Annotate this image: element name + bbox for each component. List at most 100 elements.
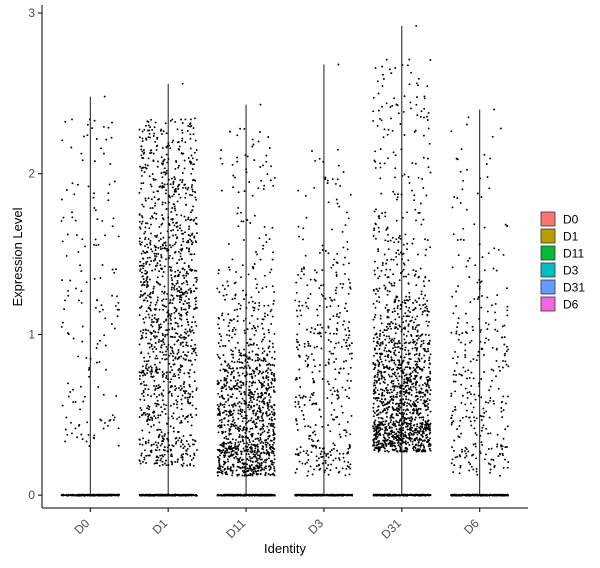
data-point bbox=[84, 245, 87, 248]
data-point bbox=[170, 392, 173, 395]
data-point bbox=[157, 252, 160, 255]
data-point bbox=[74, 427, 77, 430]
data-point bbox=[176, 460, 179, 463]
data-point bbox=[346, 395, 348, 398]
data-point bbox=[144, 367, 147, 370]
data-point bbox=[196, 278, 198, 281]
data-point bbox=[257, 291, 260, 294]
data-point bbox=[165, 404, 168, 407]
data-point bbox=[402, 268, 405, 271]
data-point bbox=[158, 225, 161, 228]
data-point bbox=[185, 344, 188, 347]
data-point bbox=[184, 141, 187, 144]
data-point bbox=[221, 451, 224, 454]
data-point bbox=[415, 431, 417, 434]
data-point bbox=[179, 368, 182, 371]
data-point bbox=[251, 474, 254, 477]
data-point bbox=[171, 355, 174, 358]
data-point bbox=[390, 426, 393, 429]
data-point bbox=[170, 276, 173, 279]
data-point bbox=[163, 291, 166, 293]
data-point bbox=[239, 428, 242, 431]
data-point bbox=[329, 450, 332, 453]
data-point bbox=[164, 244, 167, 247]
data-point bbox=[229, 428, 232, 431]
data-point bbox=[407, 342, 410, 345]
data-point bbox=[261, 431, 264, 434]
data-point bbox=[161, 437, 164, 440]
data-point bbox=[79, 264, 82, 267]
data-point bbox=[315, 465, 318, 468]
data-point bbox=[312, 391, 315, 394]
data-point bbox=[373, 326, 376, 329]
data-point bbox=[225, 388, 228, 391]
data-point bbox=[113, 327, 116, 330]
data-point bbox=[113, 180, 116, 183]
data-point bbox=[313, 332, 316, 335]
data-point bbox=[258, 400, 261, 403]
data-point bbox=[140, 145, 143, 148]
data-point bbox=[174, 357, 177, 360]
data-point bbox=[163, 453, 166, 456]
data-point bbox=[252, 421, 255, 424]
data-point bbox=[250, 447, 253, 449]
data-point bbox=[314, 328, 317, 331]
data-point bbox=[419, 425, 422, 428]
data-point bbox=[263, 336, 266, 339]
data-point bbox=[253, 370, 256, 373]
data-point bbox=[156, 165, 159, 168]
data-point bbox=[162, 389, 165, 392]
data-point bbox=[194, 297, 197, 300]
data-point bbox=[267, 347, 270, 350]
data-point bbox=[169, 147, 172, 150]
data-point bbox=[405, 425, 407, 428]
data-point bbox=[222, 448, 225, 451]
data-point bbox=[294, 401, 297, 403]
data-point bbox=[171, 444, 174, 447]
data-point bbox=[263, 304, 266, 307]
data-point bbox=[142, 371, 145, 374]
data-point bbox=[392, 368, 395, 370]
data-point bbox=[221, 312, 224, 315]
data-point bbox=[157, 414, 160, 417]
data-point bbox=[144, 197, 147, 200]
data-point bbox=[139, 407, 142, 409]
data-point bbox=[144, 230, 147, 233]
data-point bbox=[266, 404, 269, 407]
data-point bbox=[193, 290, 195, 293]
data-point bbox=[241, 411, 243, 414]
data-point bbox=[192, 457, 195, 460]
data-point bbox=[174, 178, 176, 181]
data-point bbox=[253, 159, 256, 162]
data-point bbox=[92, 196, 95, 199]
data-point bbox=[252, 306, 255, 309]
data-point bbox=[85, 356, 88, 359]
data-point bbox=[225, 369, 228, 372]
data-point bbox=[267, 367, 270, 370]
data-point bbox=[272, 251, 275, 254]
data-point bbox=[383, 378, 386, 381]
data-point bbox=[295, 468, 298, 470]
data-point bbox=[307, 454, 310, 457]
data-point bbox=[147, 342, 150, 345]
data-point bbox=[170, 246, 173, 249]
data-point bbox=[251, 421, 254, 424]
data-point bbox=[145, 272, 148, 275]
data-point bbox=[311, 473, 314, 476]
data-point bbox=[238, 457, 241, 460]
data-point bbox=[248, 181, 251, 183]
data-point bbox=[240, 220, 243, 223]
data-point bbox=[259, 455, 262, 458]
data-point bbox=[227, 399, 230, 402]
data-point bbox=[107, 199, 110, 202]
data-point bbox=[161, 410, 164, 413]
data-point bbox=[156, 264, 158, 267]
data-point bbox=[164, 358, 166, 361]
data-point bbox=[148, 342, 151, 345]
data-point bbox=[391, 391, 393, 394]
data-point bbox=[223, 462, 226, 465]
data-point bbox=[139, 243, 142, 245]
data-point bbox=[416, 347, 419, 349]
data-point bbox=[238, 390, 241, 393]
data-point bbox=[142, 149, 145, 151]
